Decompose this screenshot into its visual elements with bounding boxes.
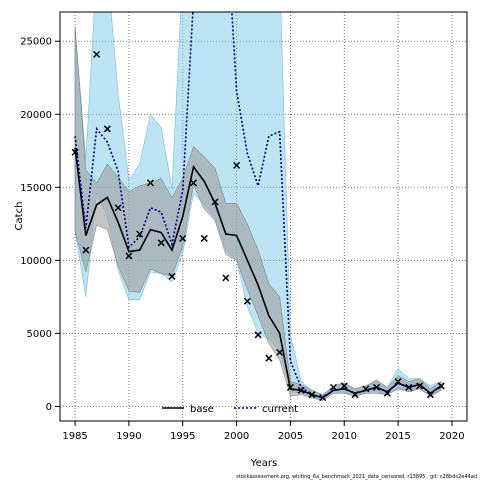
observed-point-stroke: [200, 234, 208, 242]
observed-point: [82, 246, 90, 254]
x-tick-label: 2020: [439, 431, 464, 442]
observed-point: [93, 50, 101, 58]
observed-point: [437, 382, 445, 390]
x-tick-label: 1990: [116, 431, 141, 442]
legend: base current: [162, 404, 298, 415]
observed-catch-points: [71, 50, 445, 402]
x-tick-label: 1985: [62, 431, 87, 442]
observed-point-stroke: [297, 386, 305, 394]
y-tick-label: 25000: [20, 37, 52, 48]
observed-point-stroke: [426, 391, 434, 399]
observed-point-stroke: [157, 239, 165, 247]
x-axis: 1985 1990 1995 2000 2005 2010 2015 2020: [62, 421, 465, 442]
observed-point-stroke: [168, 272, 176, 280]
observed-point-stroke: [286, 383, 294, 391]
observed-point: [276, 348, 284, 356]
observed-point: [200, 234, 208, 242]
observed-point: [136, 230, 144, 238]
observed-point-stroke: [416, 382, 424, 390]
x-axis-title: Years: [250, 458, 277, 469]
observed-point-stroke: [405, 383, 413, 391]
legend-current-label: current: [262, 404, 298, 415]
observed-point-stroke: [362, 385, 370, 393]
observed-point: [254, 331, 262, 339]
observed-point-stroke: [82, 246, 90, 254]
observed-point-stroke: [179, 234, 187, 242]
observed-point-stroke: [308, 391, 316, 399]
series-lines: [74, 12, 442, 399]
observed-point-stroke: [189, 179, 198, 187]
observed-point-stroke: [340, 382, 348, 390]
y-tick-label: 5000: [27, 329, 52, 340]
observed-point-stroke: [243, 297, 251, 305]
observed-point-stroke: [222, 274, 230, 282]
observed-point: [222, 274, 230, 282]
observed-point-stroke: [136, 230, 144, 238]
observed-point: [362, 385, 370, 393]
observed-point-stroke: [276, 348, 284, 356]
observed-point: [308, 391, 316, 399]
observed-point-stroke: [394, 378, 402, 386]
x-tick-label: 2005: [278, 431, 303, 442]
observed-point: [319, 394, 327, 402]
observed-point-stroke: [383, 389, 391, 397]
observed-point: [297, 386, 305, 394]
observed-point: [426, 391, 434, 399]
y-axis-title: Catch: [14, 202, 25, 231]
observed-point: [71, 148, 79, 156]
observed-point: [179, 234, 187, 242]
observed-point-stroke: [319, 394, 327, 402]
observed-point-stroke: [146, 179, 154, 187]
observed-point: [157, 239, 165, 247]
x-tick-label: 2015: [385, 431, 410, 442]
observed-point-stroke: [103, 125, 111, 133]
y-axis: 0 5000 10000 15000 20000 25000: [20, 37, 60, 413]
observed-point-stroke: [265, 354, 273, 362]
y-tick-label: 15000: [20, 183, 52, 194]
observed-point: [103, 125, 111, 133]
observed-point: [329, 383, 338, 391]
observed-point: [265, 354, 273, 362]
observed-point: [114, 204, 122, 212]
observed-point: [233, 161, 241, 169]
observed-point-stroke: [125, 252, 133, 260]
observed-point: [189, 179, 198, 187]
observed-point: [286, 383, 294, 391]
observed-point-stroke: [373, 383, 381, 391]
legend-base-label: base: [190, 404, 214, 415]
observed-point: [383, 389, 391, 397]
y-tick-label: 20000: [20, 110, 52, 121]
source-caption: stockassessment.org, whiting_6a_benchmar…: [236, 474, 477, 480]
y-tick-label: 10000: [20, 256, 52, 267]
observed-point: [351, 391, 359, 399]
observed-point: [405, 383, 413, 391]
observed-point: [243, 297, 251, 305]
observed-point: [168, 272, 176, 280]
observed-point: [340, 382, 348, 390]
y-tick-label: 0: [46, 402, 52, 413]
observed-point: [146, 179, 154, 187]
observed-point-stroke: [211, 198, 219, 206]
observed-point: [373, 383, 381, 391]
x-tick-label: 2000: [224, 431, 249, 442]
x-tick-label: 1995: [170, 431, 195, 442]
plot-frame: [59, 11, 468, 422]
observed-point-stroke: [437, 382, 445, 390]
observed-point: [416, 382, 424, 390]
observed-point: [211, 198, 219, 206]
observed-point: [125, 252, 133, 260]
observed-point-stroke: [254, 331, 262, 339]
observed-point-stroke: [71, 148, 79, 156]
observed-point-stroke: [93, 50, 101, 58]
observed-point-stroke: [233, 161, 241, 169]
x-tick-label: 2010: [332, 431, 357, 442]
observed-point-stroke: [351, 391, 359, 399]
observed-point-stroke: [329, 383, 338, 391]
observed-point-stroke: [114, 204, 122, 212]
observed-point: [394, 378, 402, 386]
series-line-current: [74, 12, 442, 399]
